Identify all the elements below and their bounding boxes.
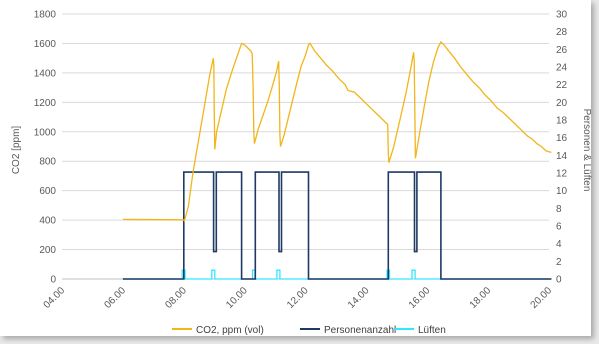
y2-tick-label: 12	[556, 169, 568, 180]
y2-tick-label: 28	[556, 27, 568, 38]
y2-tick-label: 24	[556, 63, 568, 74]
y2-tick-label: 30	[556, 10, 568, 21]
x-axis: 04.00 06.00 08.00 10.00 12.00 14.00 16.00 18.00…	[42, 285, 555, 311]
y2-tick-label: 4	[556, 239, 562, 250]
series-line-ventilation	[122, 269, 552, 280]
y2-tick-label: 10	[556, 186, 568, 197]
y-tick-label: 1400	[34, 68, 57, 79]
y-tick-label: 1200	[34, 98, 57, 109]
x-tick-label: 10.00	[224, 285, 250, 311]
series-line-persons	[122, 171, 552, 280]
y-tick-label: 200	[39, 245, 56, 256]
y2-tick-label: 6	[556, 222, 562, 233]
series-line-co2	[122, 40, 552, 223]
y2-tick-label: 16	[556, 133, 568, 144]
x-tick-label: 14.00	[346, 285, 372, 311]
y-tick-label: 1800	[34, 10, 57, 21]
y-tick-label: 1600	[34, 39, 57, 50]
legend-label-ventilation: Lüften	[418, 325, 446, 336]
x-tick-label: 06.00	[103, 285, 129, 311]
y2-tick-label: 2	[556, 257, 562, 268]
chart-frame	[0, 0, 591, 336]
y-axis-left: 0 200 400 600 800 1000 1200 1400 1600 1800	[34, 10, 57, 286]
x-tick-label: 20.00	[529, 285, 555, 311]
x-tick-label: 16.00	[407, 285, 433, 311]
legend: CO2, ppm (vol) Personenanzahl Lüften	[172, 325, 446, 336]
x-tick-label: 12.00	[285, 285, 311, 311]
plot-series	[122, 40, 552, 280]
x-tick-label: 04.00	[42, 285, 68, 311]
y-tick-label: 600	[39, 186, 56, 197]
y2-tick-label: 26	[556, 45, 568, 56]
y2-tick-label: 0	[556, 275, 562, 286]
y2-axis-title: Personen & Lüften	[581, 109, 592, 192]
y-tick-label: 800	[39, 157, 56, 168]
y2-tick-label: 22	[556, 80, 568, 91]
legend-label-co2: CO2, ppm (vol)	[196, 325, 264, 336]
y2-tick-label: 18	[556, 116, 568, 127]
y-tick-label: 0	[50, 275, 56, 286]
x-tick-label: 18.00	[468, 285, 494, 311]
y-tick-label: 400	[39, 216, 56, 227]
y-tick-label: 1000	[34, 127, 57, 138]
y2-tick-label: 14	[556, 151, 568, 162]
legend-label-persons: Personenanzahl	[324, 325, 396, 336]
y-axis-title: CO2 [ppm]	[11, 126, 22, 175]
x-tick-label: 08.00	[163, 285, 189, 311]
y2-tick-label: 8	[556, 204, 562, 215]
y2-tick-label: 20	[556, 98, 568, 109]
